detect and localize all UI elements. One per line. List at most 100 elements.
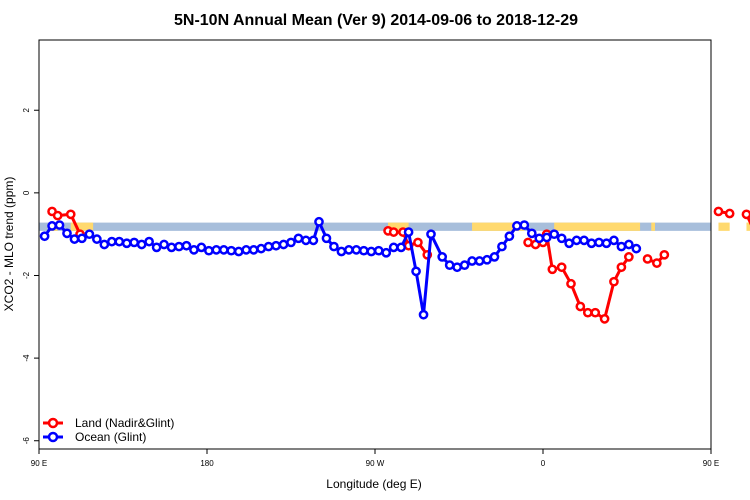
- land-series-point: [724, 208, 735, 219]
- x-tick-label: 180: [200, 459, 214, 468]
- ocean-series-point: [541, 232, 552, 243]
- chart-title: 5N-10N Annual Mean (Ver 9) 2014-09-06 to…: [174, 12, 578, 29]
- legend-ocean-label: Ocean (Glint): [75, 430, 146, 444]
- ocean-series-point: [426, 229, 436, 240]
- land-series-point: [652, 258, 662, 268]
- ocean-series-point: [452, 262, 462, 273]
- ocean-series-point: [196, 242, 207, 253]
- ocean-series-point: [166, 242, 177, 253]
- ocean-series-point: [136, 239, 147, 250]
- x-tick-label: 90 E: [31, 459, 47, 468]
- ocean-series-point: [233, 246, 244, 257]
- ocean-series-point: [351, 245, 362, 255]
- y-tick-label: 2: [22, 107, 31, 112]
- land-series-point: [659, 249, 670, 260]
- ocean-series-point: [129, 237, 140, 248]
- ocean-series-point: [211, 245, 222, 255]
- land-series-point: [388, 227, 399, 237]
- ocean-series-point: [248, 245, 259, 255]
- ocean-series-point: [174, 241, 184, 252]
- ocean-series-point: [151, 242, 162, 253]
- ocean-series-point: [497, 241, 507, 252]
- land-series-point: [523, 237, 533, 248]
- ocean-series-point: [144, 236, 154, 247]
- land-series-point: [642, 254, 653, 264]
- ocean-series-point: [489, 252, 500, 262]
- ocean-series-point: [534, 233, 545, 244]
- ocean-series-point: [512, 221, 522, 231]
- ocean-series-point: [358, 245, 369, 256]
- ocean-series-point: [84, 229, 95, 240]
- ocean-series-point: [403, 227, 414, 237]
- land-series-point: [52, 210, 63, 221]
- ocean-series-point: [114, 236, 125, 247]
- ocean-series-point: [218, 245, 229, 255]
- ocean-series-point: [504, 231, 515, 242]
- ocean-series-point: [444, 260, 455, 271]
- ocean-series-point: [99, 239, 110, 250]
- ocean-series-point: [519, 220, 530, 230]
- ocean-series-point: [624, 239, 634, 250]
- ocean-series-point: [418, 309, 429, 320]
- ocean-series-point: [556, 233, 567, 244]
- land-series-point: [566, 278, 576, 289]
- land-series-point: [582, 307, 593, 318]
- ocean-series-point: [54, 220, 65, 230]
- land-series-point: [556, 262, 567, 273]
- ocean-series-point: [467, 256, 477, 266]
- ocean-series-point: [366, 246, 377, 257]
- x-tick-label: 90 E: [703, 459, 719, 468]
- y-tick-label: -6: [22, 437, 31, 445]
- series: [39, 206, 750, 324]
- land-series-point: [741, 209, 750, 220]
- land-band-segment: [554, 222, 641, 231]
- ocean-series-point: [189, 245, 199, 255]
- ocean-series-point: [69, 234, 80, 244]
- land-series-point: [547, 264, 558, 275]
- ocean-series-point: [571, 235, 582, 246]
- ocean-series-point: [77, 233, 87, 244]
- ocean-series-point: [609, 235, 619, 246]
- ocean-series-point: [321, 233, 332, 244]
- ocean-series-point: [47, 221, 57, 231]
- ocean-series-point: [204, 245, 214, 256]
- y-axis-label: XCO2 - MLO trend (ppm): [2, 177, 16, 312]
- ocean-series-point: [616, 241, 627, 252]
- ocean-series-point: [564, 238, 574, 249]
- legend-land-label: Land (Nadir&Glint): [75, 416, 174, 430]
- ocean-series-point: [381, 247, 392, 258]
- ocean-series-point: [329, 241, 339, 252]
- land-band-segment: [388, 222, 409, 231]
- ocean-series-point: [301, 235, 311, 246]
- ocean-series-point: [39, 231, 50, 242]
- ocean-series-point: [594, 237, 604, 248]
- ocean-series-point: [459, 260, 470, 271]
- land-band-segment: [70, 222, 94, 231]
- y-tick-label: 0: [22, 190, 31, 195]
- x-axis-label: Longitude (deg E): [326, 477, 421, 491]
- ocean-series-point: [388, 242, 399, 253]
- ocean-series-point: [549, 229, 560, 240]
- ocean-series-point: [631, 243, 642, 254]
- ocean-series-point: [241, 245, 252, 255]
- land-band-segment: [472, 222, 525, 231]
- ocean-series-point: [373, 245, 384, 256]
- land-series-point: [616, 262, 627, 273]
- ocean-series-point: [344, 245, 354, 255]
- land-band-segment: [746, 222, 750, 231]
- ocean-series-point: [271, 240, 281, 251]
- land-series-point: [609, 276, 619, 287]
- ocean-series-point: [336, 246, 347, 257]
- land-band-segment: [651, 222, 655, 231]
- legend: Land (Nadir&Glint) Ocean (Glint): [43, 416, 174, 444]
- y-tick-label: -2: [22, 271, 31, 279]
- ocean-series-point: [181, 240, 192, 251]
- ocean-series-point: [474, 256, 485, 266]
- ocean-series-point: [586, 238, 597, 249]
- ocean-series-point: [106, 236, 117, 247]
- ocean-series-point: [314, 216, 324, 227]
- ocean-series-point: [263, 241, 274, 252]
- ocean-series-point: [159, 239, 169, 250]
- x-tick-label: 90 W: [366, 459, 385, 468]
